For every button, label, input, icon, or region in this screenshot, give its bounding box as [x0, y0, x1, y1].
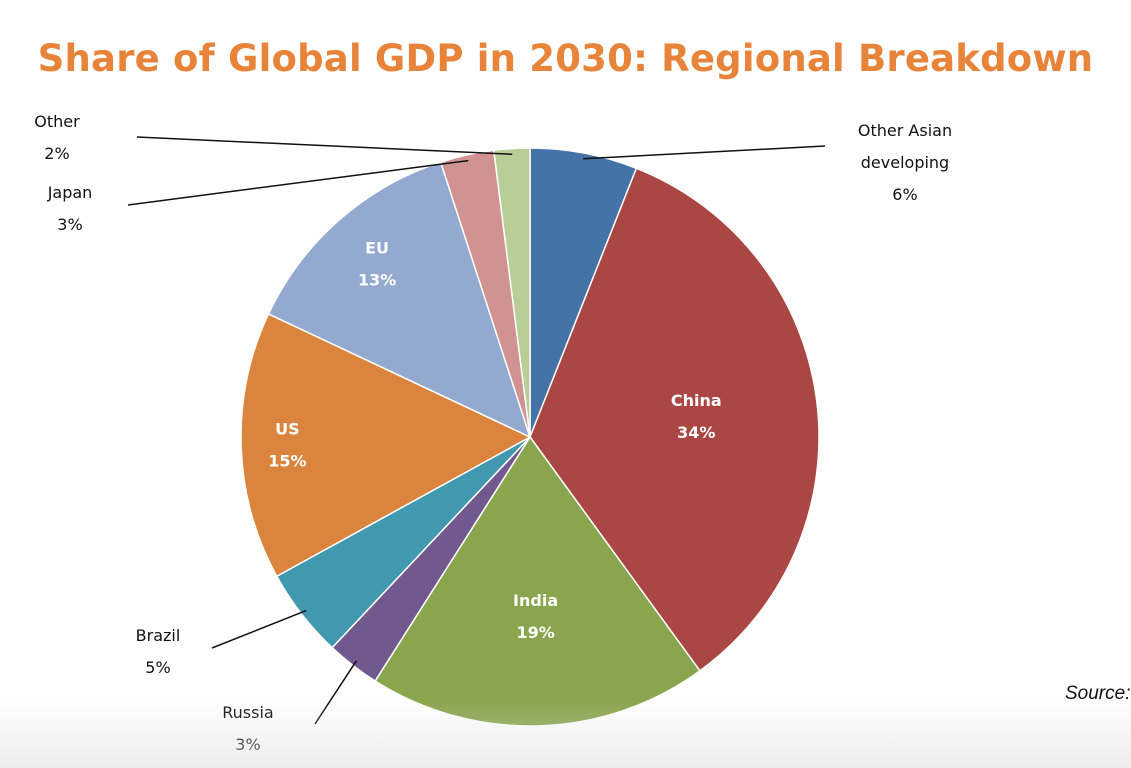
slice-label-russia: Russia: [222, 703, 273, 722]
slice-label-other-pct: 2%: [44, 144, 69, 163]
leader-line-japan: [127, 159, 469, 206]
pie-slice-eu: [267, 161, 532, 439]
leader-line-other-asian-developing: [583, 145, 826, 160]
slice-label-other-asian-developing: developing: [861, 153, 949, 172]
pie-slice-china: [529, 167, 820, 672]
slice-label-other-asian-developing: Other Asian: [858, 121, 952, 140]
slice-label-other-asian-developing-pct: 6%: [892, 185, 917, 204]
source-label: Source:: [1065, 683, 1131, 704]
pie-slice-other: [492, 147, 531, 438]
leader-line-other: [136, 136, 513, 156]
leader-line-brazil: [211, 609, 307, 649]
slice-label-japan-pct: 3%: [57, 215, 82, 234]
slice-label-other: Other: [34, 112, 80, 131]
slice-label-china: China: [671, 391, 722, 410]
slice-label-us-pct: 15%: [268, 452, 306, 471]
chart-title: Share of Global GDP in 2030: Regional Br…: [37, 37, 1094, 80]
pie-slice-us: [240, 312, 532, 578]
slice-label-china-pct: 34%: [677, 423, 715, 442]
slice-label-brazil: Brazil: [136, 626, 181, 645]
slice-label-india: India: [513, 591, 558, 610]
slice-label-eu-pct: 13%: [358, 271, 396, 290]
slice-label-eu: EU: [365, 239, 389, 258]
slice-label-brazil-pct: 5%: [145, 658, 170, 677]
slice-label-japan: Japan: [47, 183, 93, 202]
slice-label-india-pct: 19%: [516, 623, 554, 642]
slice-label-russia-pct: 3%: [235, 735, 260, 754]
leader-line-russia: [314, 660, 358, 725]
leader-lines: [127, 136, 826, 725]
pie-slices: [240, 147, 820, 727]
slice-label-us: US: [275, 420, 300, 439]
